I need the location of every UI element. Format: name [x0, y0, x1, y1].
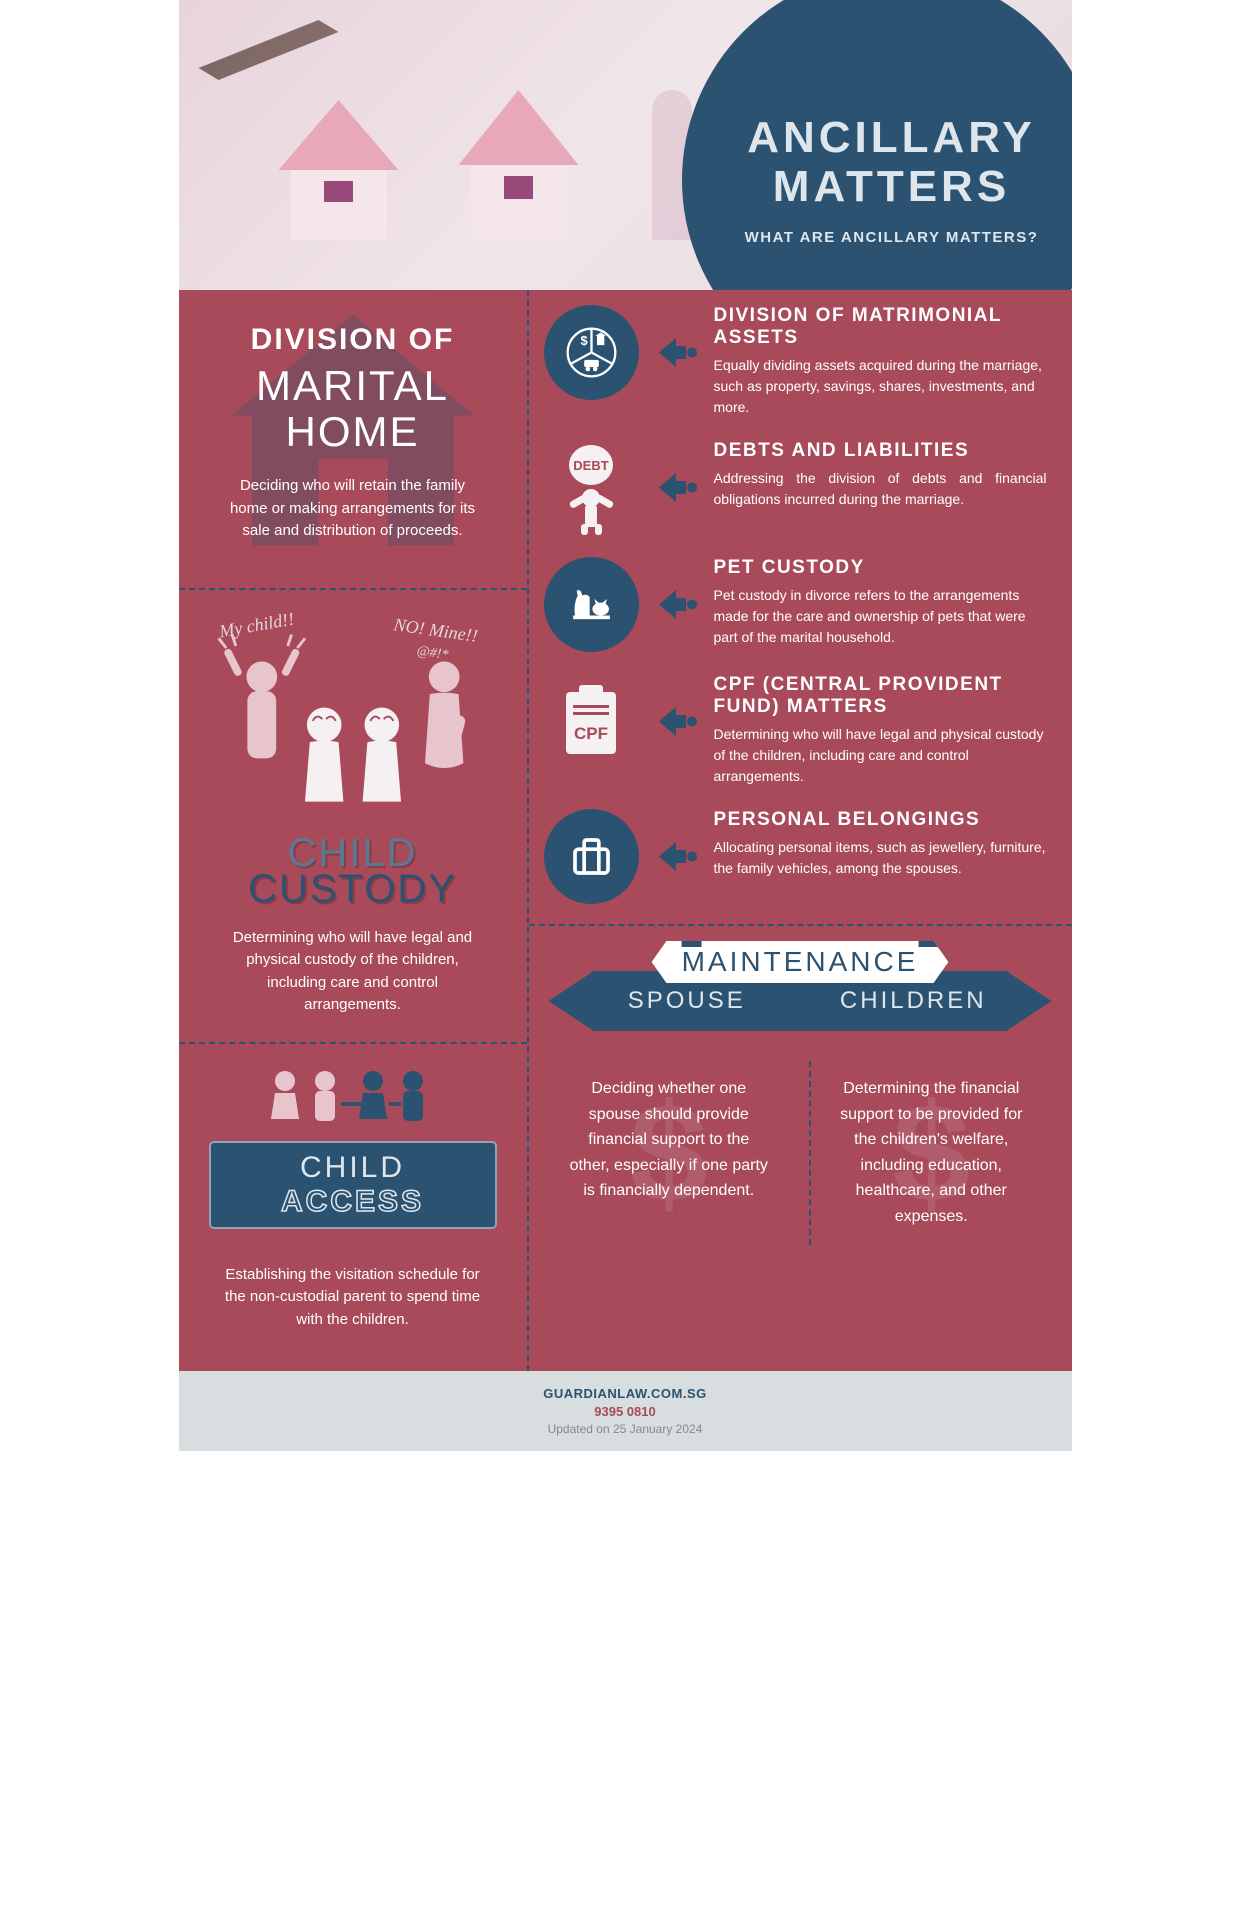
- svg-text:DEBT: DEBT: [573, 458, 608, 473]
- item-title: CPF (CENTRAL PROVIDENT FUND) MATTERS: [714, 674, 1047, 718]
- arrow-left-icon: [654, 582, 699, 627]
- arrow-left-icon: [654, 699, 699, 744]
- header-subtitle: WHAT ARE ANCILLARY MATTERS?: [745, 229, 1039, 246]
- arrow-left-icon: [654, 465, 699, 510]
- svg-text:CPF: CPF: [574, 724, 608, 743]
- maintenance-header: MAINTENANCE SPOUSE CHILDREN: [549, 941, 1052, 1041]
- item-desc: Allocating personal items, such as jewel…: [714, 837, 1047, 879]
- briefcase-icon: [544, 809, 639, 904]
- right-column: $ DIVISION OF MATRIMONIAL ASSETS Equally…: [529, 290, 1072, 1371]
- svg-text:$: $: [580, 333, 587, 348]
- debt-bag-icon: DEBT: [544, 440, 639, 535]
- child-access-title-solid: CHILD: [300, 1151, 405, 1184]
- item-desc: Determining who will have legal and phys…: [714, 724, 1047, 787]
- footer-site: GUARDIANLAW.COM.SG: [194, 1386, 1057, 1401]
- custody-illustration: My child!! NO! Mine!! @#!*: [209, 615, 497, 825]
- right-items-list: $ DIVISION OF MATRIMONIAL ASSETS Equally…: [529, 290, 1072, 924]
- children-icons: [209, 1069, 497, 1129]
- arrow-left-icon: [654, 834, 699, 879]
- section-maintenance: MAINTENANCE SPOUSE CHILDREN $ Deciding w…: [529, 924, 1072, 1275]
- maintenance-columns: $ Deciding whether one spouse should pro…: [549, 1061, 1052, 1245]
- footer-phone: 9395 0810: [194, 1404, 1057, 1419]
- cpf-doc-icon: CPF: [544, 674, 639, 769]
- maintenance-spouse-col: $ Deciding whether one spouse should pro…: [549, 1061, 790, 1245]
- item-belongings: PERSONAL BELONGINGS Allocating personal …: [544, 809, 1047, 904]
- child-access-title-box: CHILD ACCESS: [209, 1141, 497, 1229]
- child-access-body: Establishing the visitation schedule for…: [209, 1264, 497, 1332]
- pets-icon: [544, 557, 639, 652]
- item-cpf: CPF CPF (CENTRAL PROVIDENT FUND) MATTERS…: [544, 674, 1047, 787]
- item-title: PERSONAL BELONGINGS: [714, 809, 1047, 831]
- child-custody-title: CHILD CUSTODY: [209, 835, 497, 907]
- item-title: DIVISION OF MATRIMONIAL ASSETS: [714, 305, 1047, 349]
- header-title: ANCILLARYMATTERS: [747, 114, 1036, 211]
- pie-assets-icon: $: [544, 305, 639, 400]
- house-icon: [279, 100, 399, 240]
- item-desc: Addressing the division of debts and fin…: [714, 468, 1047, 510]
- item-desc: Equally dividing assets acquired during …: [714, 355, 1047, 418]
- maintenance-children-col: $ Determining the financial support to b…: [809, 1061, 1052, 1245]
- item-title: DEBTS AND LIABILITIES: [714, 440, 1047, 462]
- footer-updated: Updated on 25 January 2024: [194, 1422, 1057, 1436]
- item-debts: DEBT DEBTS AND LIABILITIES Addressing th…: [544, 440, 1047, 535]
- item-pet-custody: PET CUSTODY Pet custody in divorce refer…: [544, 557, 1047, 652]
- maintenance-banner: MAINTENANCE: [652, 941, 949, 983]
- infographic-root: ANCILLARYMATTERS WHAT ARE ANCILLARY MATT…: [179, 0, 1072, 1451]
- maintenance-spouse-text: Deciding whether one spouse should provi…: [569, 1076, 770, 1204]
- header: ANCILLARYMATTERS WHAT ARE ANCILLARY MATT…: [179, 0, 1072, 290]
- arrow-left-icon: [654, 330, 699, 375]
- maintenance-children-text: Determining the financial support to be …: [831, 1076, 1032, 1230]
- left-column: DIVISION OF MARITAL HOME Deciding who wi…: [179, 290, 529, 1371]
- marital-home-body: Deciding who will retain the family home…: [209, 475, 497, 543]
- section-child-custody: My child!! NO! Mine!! @#!*: [179, 590, 527, 1044]
- marital-home-title: MARITAL HOME: [209, 363, 497, 455]
- item-title: PET CUSTODY: [714, 557, 1047, 579]
- item-matrimonial-assets: $ DIVISION OF MATRIMONIAL ASSETS Equally…: [544, 305, 1047, 418]
- child-custody-body: Determining who will have legal and phys…: [209, 927, 497, 1017]
- house-icon: [459, 90, 579, 240]
- content-grid: DIVISION OF MARITAL HOME Deciding who wi…: [179, 290, 1072, 1371]
- section-child-access: CHILD ACCESS Establishing the visitation…: [179, 1044, 527, 1372]
- item-desc: Pet custody in divorce refers to the arr…: [714, 585, 1047, 648]
- header-title-circle: ANCILLARYMATTERS WHAT ARE ANCILLARY MATT…: [682, 0, 1072, 290]
- child-access-title-outline: ACCESS: [281, 1185, 424, 1218]
- section-marital-home: DIVISION OF MARITAL HOME Deciding who wi…: [179, 290, 527, 590]
- marital-home-title-top: DIVISION OF: [209, 325, 497, 355]
- footer: GUARDIANLAW.COM.SG 9395 0810 Updated on …: [179, 1371, 1072, 1451]
